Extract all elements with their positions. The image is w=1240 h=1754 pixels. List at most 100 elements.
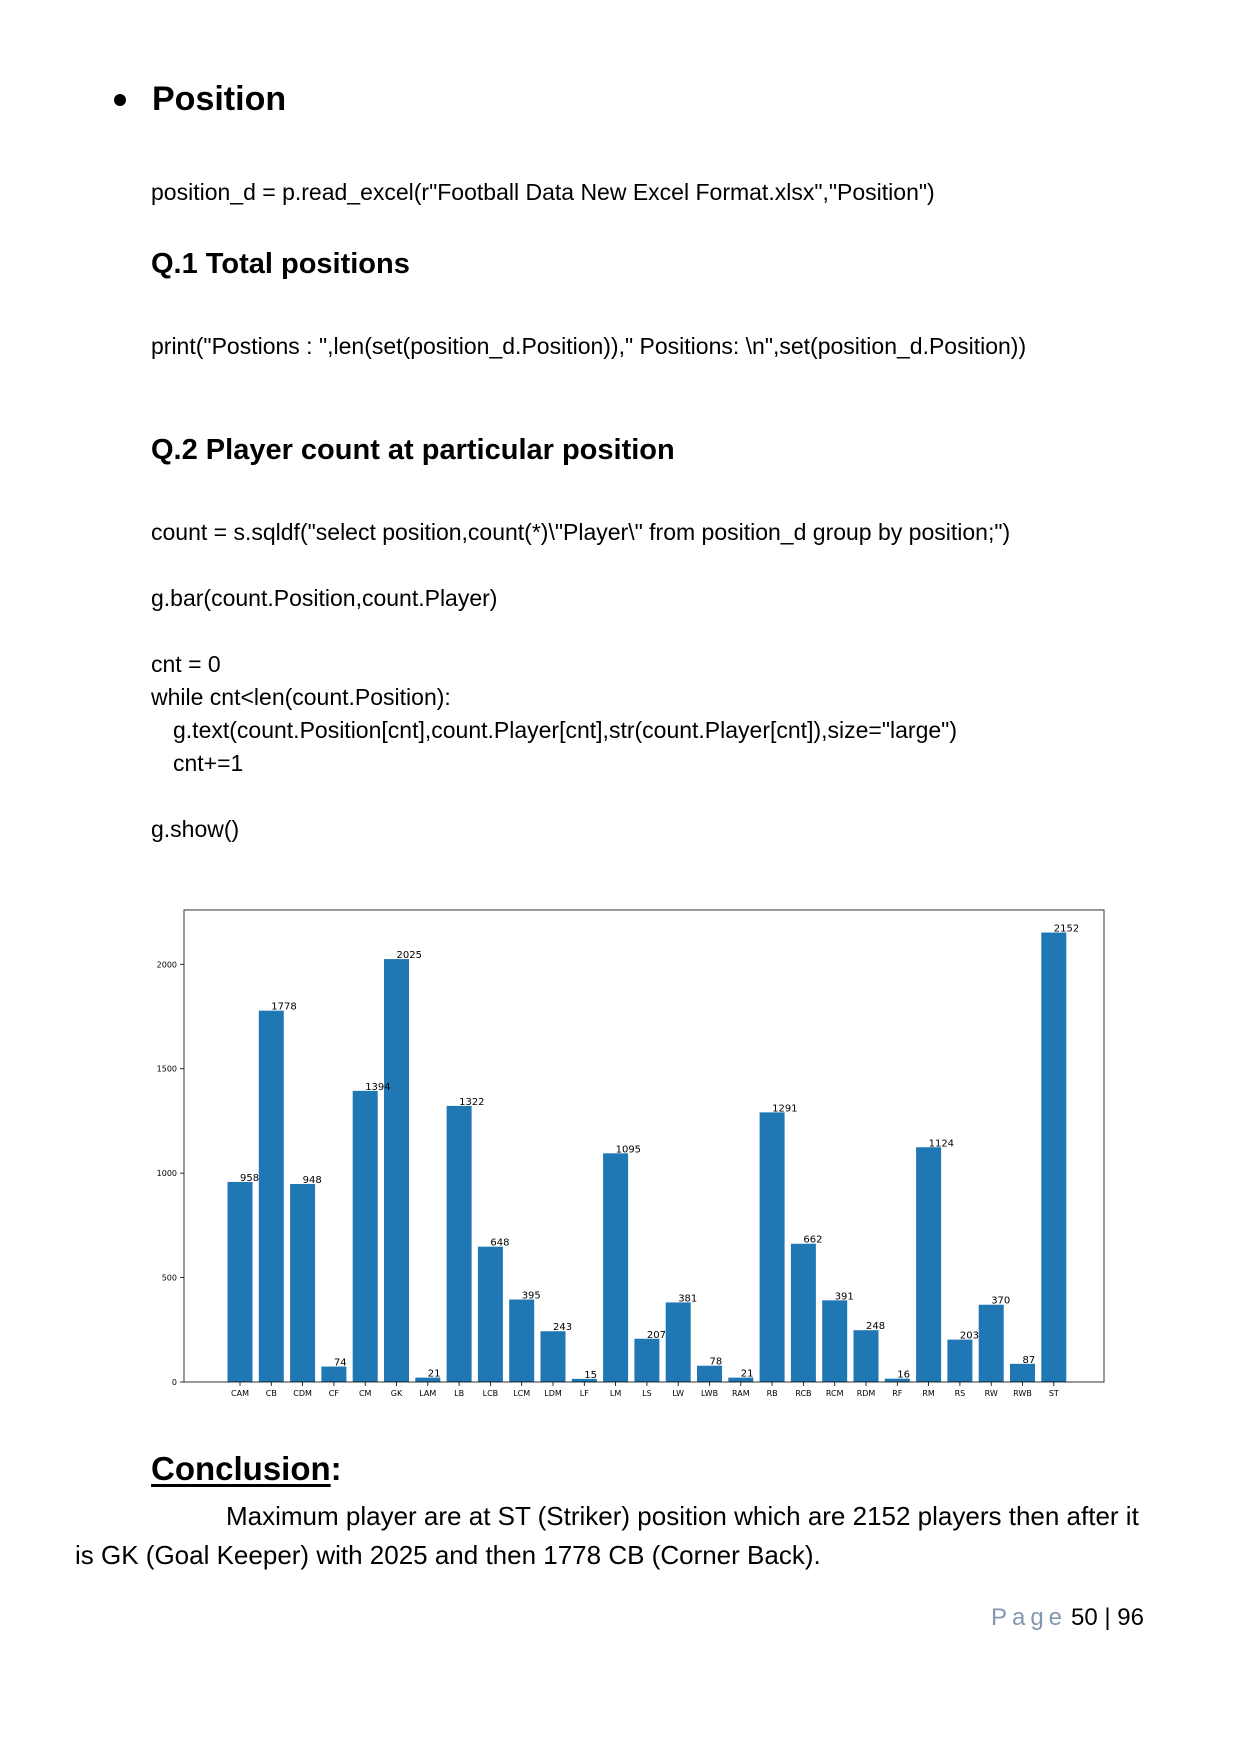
- x-tick-label-rw: RW: [985, 1389, 998, 1398]
- page-word: Page: [990, 1604, 1068, 1631]
- value-label-ldm: 243: [553, 1322, 572, 1333]
- x-tick-label-lb: LB: [454, 1389, 464, 1398]
- bar-lm: [603, 1153, 629, 1382]
- bar-lam: [415, 1377, 441, 1382]
- bar-rwb: [1010, 1363, 1035, 1382]
- x-tick-label-cam: CAM: [231, 1389, 249, 1398]
- q2-code-show: g.show(): [151, 816, 240, 842]
- value-label-rdm: 248: [866, 1321, 885, 1332]
- value-label-gk: 2025: [397, 950, 422, 961]
- conclusion-line-1: Maximum player are at ST (Striker) posit…: [226, 1501, 1139, 1531]
- x-tick-label-rcm: RCM: [826, 1389, 844, 1398]
- x-tick-label-rcb: RCB: [795, 1389, 811, 1398]
- q1-code: print("Postions : ",len(set(position_d.P…: [151, 333, 1027, 359]
- bullet-icon: [114, 93, 126, 106]
- value-label-rw: 370: [991, 1296, 1010, 1307]
- x-tick-label-ls: LS: [642, 1389, 652, 1398]
- bar-ls: [634, 1338, 660, 1382]
- value-label-lf: 15: [584, 1370, 597, 1381]
- x-tick-label-rf: RF: [892, 1389, 903, 1398]
- value-label-rm: 1124: [929, 1138, 954, 1149]
- player-count-bar-chart: 958 1778 948 74 1394 2025 21 1322 648 395 243 15 109…: [157, 909, 1105, 1398]
- bar-cf: [321, 1366, 347, 1382]
- value-label-lcb: 648: [490, 1238, 509, 1249]
- value-label-cam: 958: [240, 1173, 259, 1184]
- x-tick-label-lm: LM: [610, 1389, 621, 1398]
- value-label-lw: 381: [678, 1293, 697, 1304]
- bar-gk: [384, 959, 409, 1382]
- x-tick-label-lf: LF: [580, 1389, 589, 1398]
- value-label-cf: 74: [334, 1358, 347, 1369]
- x-tick-label-st: ST: [1049, 1389, 1059, 1398]
- plot-frame: [183, 909, 1105, 1383]
- bar-cm: [352, 1090, 378, 1382]
- q2-title: Q.2 Player count at particular position: [151, 434, 675, 466]
- value-label-ram: 21: [741, 1369, 754, 1380]
- x-tick-label-lw: LW: [672, 1389, 684, 1398]
- x-tick-label-lwb: LWB: [701, 1389, 718, 1398]
- x-tick-label-cb: CB: [266, 1389, 277, 1398]
- q2-code-while: while cnt<len(count.Position):: [151, 684, 451, 710]
- x-tick-label-lam: LAM: [419, 1389, 436, 1398]
- bar-ldm: [540, 1331, 566, 1382]
- bar-st: [1041, 932, 1067, 1382]
- bar-lcb: [477, 1246, 503, 1382]
- read-excel-code: position_d = p.read_excel(r"Football Dat…: [151, 179, 935, 205]
- q2-code-increment: cnt+=1: [173, 750, 244, 776]
- value-label-lb: 1322: [459, 1097, 484, 1108]
- section-title: Position: [152, 80, 287, 118]
- value-label-rf: 16: [897, 1370, 910, 1381]
- y-tick-label-2000: 2000: [157, 960, 177, 969]
- bar-lw: [665, 1302, 691, 1382]
- value-label-rcb: 662: [803, 1235, 822, 1246]
- y-tick-label-1500: 1500: [157, 1065, 177, 1074]
- x-tick-label-cm: CM: [359, 1389, 372, 1398]
- x-tick-label-rm: RM: [922, 1389, 935, 1398]
- bar-rs: [947, 1339, 973, 1382]
- bar-rm: [916, 1147, 942, 1382]
- conclusion-title: Conclusion: [151, 1450, 331, 1487]
- bar-lwb: [697, 1365, 722, 1382]
- value-label-lcm: 395: [522, 1291, 541, 1302]
- x-tick-label-gk: GK: [391, 1389, 403, 1398]
- page-number: 50 | 96: [1071, 1604, 1144, 1631]
- bar-ram: [728, 1377, 754, 1382]
- bar-lb: [446, 1105, 472, 1382]
- bar-lcm: [509, 1299, 535, 1382]
- x-tick-label-cdm: CDM: [293, 1389, 312, 1398]
- y-tick-label-1000: 1000: [157, 1169, 177, 1178]
- value-label-rcm: 391: [835, 1291, 854, 1302]
- value-label-rwb: 87: [1023, 1355, 1036, 1366]
- x-tick-label-cf: CF: [329, 1389, 340, 1398]
- q2-code-bar: g.bar(count.Position,count.Player): [151, 585, 498, 611]
- bar-cb: [258, 1010, 284, 1382]
- bar-lf: [571, 1378, 597, 1382]
- value-label-lm: 1095: [616, 1144, 641, 1155]
- y-tick-label-500: 500: [162, 1274, 177, 1283]
- bar-rf: [884, 1378, 910, 1382]
- bar-rw: [978, 1304, 1004, 1382]
- x-tick-label-ldm: LDM: [544, 1389, 562, 1398]
- x-tick-label-rs: RS: [955, 1389, 966, 1398]
- value-label-cdm: 948: [303, 1175, 322, 1186]
- conclusion-line-2: is GK (Goal Keeper) with 2025 and then 1…: [75, 1540, 821, 1570]
- x-tick-label-rb: RB: [767, 1389, 778, 1398]
- value-label-ls: 207: [647, 1330, 666, 1341]
- bar-rcm: [822, 1300, 848, 1382]
- value-label-rb: 1291: [772, 1103, 797, 1114]
- x-tick-label-rwb: RWB: [1013, 1389, 1032, 1398]
- conclusion-colon: :: [330, 1450, 342, 1487]
- x-tick-label-lcb: LCB: [483, 1389, 499, 1398]
- bar-cam: [227, 1181, 253, 1382]
- conclusion-heading: Conclusion:: [151, 1450, 342, 1488]
- q2-code-sqldf: count = s.sqldf("select position,count(*…: [151, 519, 1011, 545]
- bar-rb: [759, 1112, 785, 1382]
- value-label-rs: 203: [960, 1331, 979, 1342]
- value-label-cm: 1394: [365, 1082, 390, 1093]
- q2-code-text: g.text(count.Position[cnt],count.Player[…: [173, 717, 957, 743]
- section-heading: Position: [114, 80, 286, 119]
- conclusion-body: Maximum player are at ST (Striker) posit…: [75, 1497, 1185, 1575]
- x-tick-label-ram: RAM: [732, 1389, 750, 1398]
- x-tick-label-rdm: RDM: [857, 1389, 876, 1398]
- x-tick-label-lcm: LCM: [513, 1389, 530, 1398]
